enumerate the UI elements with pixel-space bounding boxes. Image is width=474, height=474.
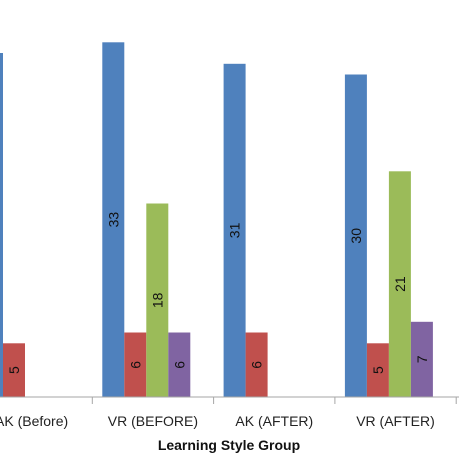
x-axis-tick-labels: AK (Before) VR (BEFORE) AK (AFTER) VR (AFTE… [0, 413, 435, 429]
bar-ak-after-series-2 [245, 332, 268, 397]
bar-vr-before-series-4 [168, 332, 191, 397]
x-tick-label-vr-before: VR (BEFORE) [108, 413, 198, 429]
bar-ak-before-series-1 [0, 53, 3, 397]
x-tick-label-ak-before: AK (Before) [0, 413, 68, 429]
bar-vr-before-series-1 [102, 42, 125, 398]
x-tick-label-ak-after: AK (AFTER) [235, 413, 313, 429]
bar-vr-after-series-3 [388, 171, 411, 398]
data-label-vr-after-series-4: 7 [414, 355, 430, 363]
data-label-group: 325336186316305217 [6, 212, 430, 374]
x-axis-title: Learning Style Group [158, 437, 300, 453]
data-label-vr-before-series-3: 18 [149, 292, 165, 308]
bar-vr-after-series-1 [344, 74, 367, 397]
data-label-vr-before-series-4: 6 [171, 361, 187, 369]
data-label-ak-after-series-1: 31 [227, 222, 243, 238]
x-tick-label-vr-after: VR (AFTER) [356, 413, 435, 429]
data-label-vr-after-series-3: 21 [392, 276, 408, 292]
bar-group [0, 42, 433, 398]
x-axis-ticks [91, 397, 457, 404]
bar-ak-after-series-1 [223, 63, 246, 398]
data-label-ak-before-series-2: 5 [6, 366, 22, 374]
bar-ak-before-series-2 [3, 343, 25, 398]
bar-vr-before-series-2 [124, 332, 147, 397]
bar-vr-after-series-2 [366, 343, 389, 398]
data-label-vr-after-series-1: 30 [348, 228, 364, 244]
data-label-vr-after-series-2: 5 [370, 366, 386, 374]
data-label-vr-before-series-2: 6 [127, 361, 143, 369]
data-label-ak-after-series-2: 6 [249, 361, 265, 369]
bar-vr-before-series-3 [146, 203, 169, 397]
bar-vr-after-series-4 [410, 321, 433, 398]
data-label-vr-before-series-1: 33 [105, 212, 121, 228]
